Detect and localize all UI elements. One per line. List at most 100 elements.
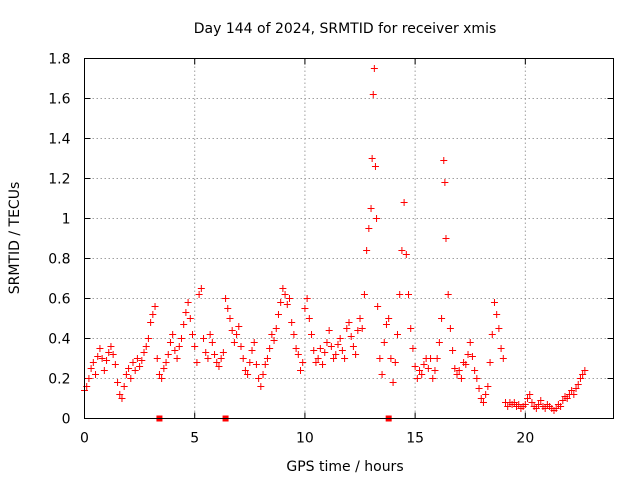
data-point bbox=[195, 291, 203, 298]
grid bbox=[84, 58, 614, 419]
y-tick-label: 1 bbox=[62, 212, 71, 228]
data-point bbox=[444, 291, 452, 298]
data-point bbox=[186, 315, 194, 322]
data-point bbox=[160, 365, 168, 372]
data-point bbox=[292, 345, 300, 352]
data-point bbox=[354, 327, 362, 334]
data-point bbox=[153, 355, 161, 362]
data-point bbox=[576, 375, 584, 382]
data-point bbox=[438, 315, 446, 322]
data-point bbox=[230, 339, 238, 346]
data-point bbox=[420, 361, 428, 368]
data-point bbox=[217, 355, 225, 362]
data-point bbox=[568, 387, 576, 394]
data-point bbox=[116, 391, 124, 398]
data-point bbox=[107, 343, 115, 350]
y-tick-label: 0.8 bbox=[48, 252, 70, 268]
data-point bbox=[504, 403, 512, 410]
data-point bbox=[352, 351, 360, 358]
data-point bbox=[241, 367, 249, 374]
x-tick-label: 15 bbox=[406, 431, 424, 447]
data-point bbox=[125, 365, 133, 372]
data-point bbox=[442, 235, 450, 242]
data-point bbox=[413, 375, 421, 382]
data-point bbox=[239, 355, 247, 362]
data-point bbox=[570, 391, 578, 398]
data-point bbox=[94, 353, 102, 360]
y-axis-ticks: 0 0.2 0.4 0.6 0.8 1 1.2 1.4 1.6 1.8 bbox=[48, 52, 614, 428]
data-point bbox=[138, 357, 146, 364]
data-point bbox=[131, 367, 139, 374]
data-point bbox=[294, 351, 302, 358]
data-point bbox=[479, 399, 487, 406]
data-point bbox=[177, 335, 185, 342]
data-point bbox=[484, 383, 492, 390]
data-point bbox=[515, 401, 523, 408]
data-point bbox=[89, 359, 97, 366]
data-point bbox=[475, 385, 483, 392]
data-point bbox=[109, 351, 117, 358]
data-point bbox=[365, 225, 373, 232]
data-point bbox=[200, 335, 208, 342]
data-point bbox=[581, 367, 589, 374]
data-point bbox=[228, 327, 236, 334]
x-axis-ticks: 0 5 10 15 20 bbox=[80, 58, 534, 447]
data-point bbox=[193, 359, 201, 366]
data-point bbox=[248, 347, 256, 354]
data-point bbox=[270, 337, 278, 344]
data-point bbox=[579, 371, 587, 378]
data-point bbox=[371, 163, 379, 170]
y-axis-label: SRMTID / TECUs bbox=[7, 182, 23, 295]
data-point bbox=[493, 311, 501, 318]
data-point bbox=[497, 345, 505, 352]
x-tick-label: 5 bbox=[190, 431, 199, 447]
data-point bbox=[563, 395, 571, 402]
data-point bbox=[325, 327, 333, 334]
data-point bbox=[334, 341, 342, 348]
data-point bbox=[208, 339, 216, 346]
data-point bbox=[462, 361, 470, 368]
data-point bbox=[301, 305, 309, 312]
data-point bbox=[257, 383, 265, 390]
data-point bbox=[211, 351, 219, 358]
data-point bbox=[409, 345, 417, 352]
data-point bbox=[574, 381, 582, 388]
data-point bbox=[482, 391, 490, 398]
data-point bbox=[283, 301, 291, 308]
data-point bbox=[226, 315, 234, 322]
data-point bbox=[319, 361, 327, 368]
data-point bbox=[299, 359, 307, 366]
data-point bbox=[277, 299, 285, 306]
data-point bbox=[140, 349, 148, 356]
data-point bbox=[400, 199, 408, 206]
data-point bbox=[349, 343, 357, 350]
data-point bbox=[488, 331, 496, 338]
data-point bbox=[250, 339, 258, 346]
data-point bbox=[453, 371, 461, 378]
data-point bbox=[127, 375, 135, 382]
data-point bbox=[169, 331, 177, 338]
plot-frame bbox=[84, 58, 614, 419]
data-point bbox=[393, 331, 401, 338]
data-point bbox=[184, 299, 192, 306]
data-point bbox=[308, 331, 316, 338]
data-point bbox=[147, 319, 155, 326]
data-point bbox=[418, 371, 426, 378]
data-point bbox=[524, 395, 532, 402]
data-point bbox=[274, 311, 282, 318]
data-point bbox=[255, 375, 263, 382]
data-point bbox=[259, 371, 267, 378]
data-point bbox=[122, 371, 130, 378]
data-point bbox=[285, 295, 293, 302]
data-point bbox=[175, 343, 183, 350]
data-point bbox=[490, 299, 498, 306]
x-tick-label: 10 bbox=[296, 431, 314, 447]
y-tick-label: 1.8 bbox=[48, 52, 70, 68]
data-point bbox=[471, 367, 479, 374]
data-point bbox=[341, 355, 349, 362]
data-point bbox=[222, 295, 230, 302]
data-point bbox=[572, 385, 580, 392]
data-points bbox=[81, 65, 589, 422]
data-point bbox=[537, 397, 545, 404]
